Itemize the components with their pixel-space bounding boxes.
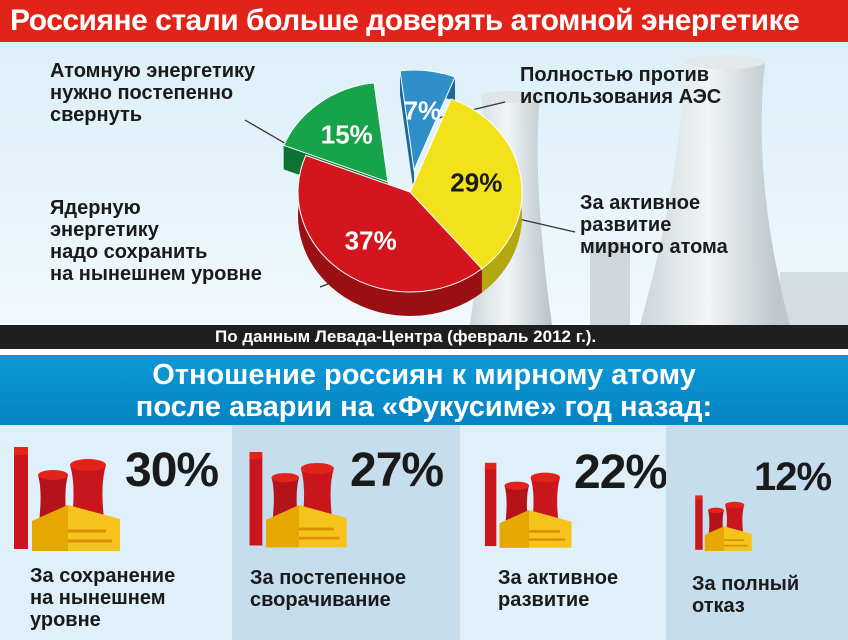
panel-reject: 12% За полный отказ bbox=[666, 425, 848, 640]
panel-active: 22% За активное развитие bbox=[460, 425, 668, 640]
bar-value-label: 22% bbox=[574, 446, 668, 499]
attitude-panels: 30% За сохранение на нынешнем уровне 27%… bbox=[0, 425, 848, 640]
bar-value-label: 30% bbox=[125, 444, 219, 497]
pie-slice bbox=[297, 154, 483, 293]
power-plant-icon bbox=[249, 452, 347, 548]
source-note: По данным Левада-Центра (февраль 2012 г.… bbox=[0, 325, 848, 349]
bar-category-label: За сохранение на нынешнем уровне bbox=[30, 565, 176, 631]
bar-category-label: За постепенное сворачивание bbox=[250, 567, 406, 611]
label-active: За активное развитие мирного атома bbox=[580, 192, 728, 258]
pie-chart: 7% 29% 37% 15% bbox=[244, 69, 576, 317]
pie-value-label: 29% bbox=[450, 167, 502, 197]
pie-section: 7% 29% 37% 15% Атомную энергетику нужно пос… bbox=[0, 42, 848, 325]
bar-category-label: За полный отказ bbox=[692, 573, 800, 617]
label-wind-down: Атомную энергетику нужно постепенно свер… bbox=[50, 60, 256, 126]
bar-value-label: 27% bbox=[350, 444, 444, 497]
section-title: Отношение россиян к мирному атому после … bbox=[0, 355, 848, 425]
bar-category-label: За активное развитие bbox=[498, 567, 619, 611]
panel-keep: 30% За сохранение на нынешнем уровне bbox=[0, 425, 232, 640]
pie-slice bbox=[409, 98, 523, 270]
power-plant-icon bbox=[695, 495, 752, 551]
pie-value-label: 7% bbox=[404, 95, 442, 125]
power-plant-icon bbox=[14, 447, 120, 551]
label-against: Полностью против использования АЭС bbox=[520, 64, 722, 108]
pie-value-label: 15% bbox=[321, 120, 373, 150]
pie-slice bbox=[283, 82, 389, 183]
pie-slice-side bbox=[298, 155, 482, 317]
pie-value-label: 37% bbox=[345, 226, 397, 256]
pie-slice bbox=[399, 69, 456, 172]
label-keep: Ядерную энергетику надо сохранить на нын… bbox=[50, 197, 262, 285]
power-plant-icon bbox=[484, 462, 572, 548]
page-title: Россияне стали больше доверять атомной э… bbox=[0, 0, 848, 42]
bar-value-label: 12% bbox=[754, 455, 832, 499]
panel-wind-down: 27% За постепенное сворачивание bbox=[232, 425, 460, 640]
pie-slice-wall bbox=[400, 70, 414, 194]
